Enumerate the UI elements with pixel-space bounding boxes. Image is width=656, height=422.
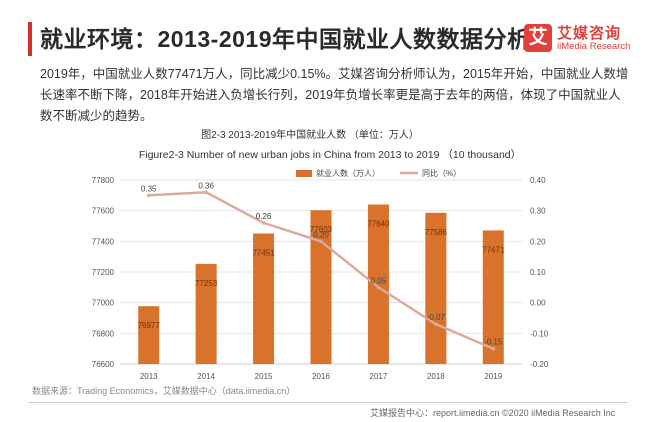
bar-value-label: 77471 — [482, 245, 505, 254]
bar-value-label: 76977 — [138, 321, 161, 330]
y-left-tick-label: 77800 — [92, 176, 115, 185]
brand-name-cn: 艾媒咨询 — [557, 25, 622, 42]
y-left-tick-label: 76800 — [92, 329, 115, 338]
bar-value-label: 77640 — [367, 220, 390, 229]
x-tick-label: 2017 — [370, 372, 388, 381]
bar — [310, 210, 332, 364]
footer-credit: 艾媒报告中心：report.iimedia.cn ©2020 iiMedia R… — [370, 408, 616, 418]
bar-value-label: 77253 — [195, 279, 218, 288]
analysis-paragraph: 2019年，中国就业人数77471万人，同比减少0.15%。艾媒咨询分析师认为，… — [40, 67, 629, 123]
y-right-tick-label: 0.00 — [530, 299, 546, 308]
legend-label-line: 同比（%） — [422, 168, 461, 178]
legend: 就业人数（万人） 同比（%） — [296, 168, 461, 178]
bar-value-label: 77586 — [425, 228, 448, 237]
bar-layer: 76977 77253 77451 77603 77640 77586 77471 — [138, 204, 505, 364]
x-tick-label: 2018 — [427, 372, 445, 381]
bar-value-label: 77603 — [310, 225, 333, 234]
yoy-point — [434, 322, 438, 326]
x-tick-label: 2019 — [484, 372, 502, 381]
yoy-point — [261, 221, 266, 225]
page-title: 就业环境：2013-2019年中国就业人数数据分析 — [40, 26, 531, 52]
y-right-tick-label: 0.30 — [530, 207, 546, 216]
y-right-tick-label: 0.40 — [530, 176, 546, 185]
x-tick-label: 2014 — [197, 372, 215, 381]
x-tick-label: 2015 — [255, 372, 273, 381]
chart-title: 图2-3 2013-2019年中国就业人数 （单位：万人） — [201, 128, 419, 141]
x-tick-label: 2016 — [312, 372, 330, 381]
bar — [138, 306, 160, 364]
yoy-value-label: 0.05 — [371, 276, 387, 285]
brand-logo-icon: 艾 — [524, 24, 552, 52]
yoy-value-label: 0.20 — [313, 230, 329, 239]
bar — [195, 263, 217, 364]
chart-subtitle: Figure2-3 Number of new urban jobs in Ch… — [139, 149, 521, 161]
bar — [253, 233, 275, 364]
yoy-value-label: -0.15 — [484, 338, 503, 347]
yoy-point — [146, 193, 151, 198]
legend-swatch-bar — [296, 170, 312, 177]
y-right-tick-label: 0.10 — [530, 268, 546, 277]
title-accent-bar — [28, 22, 32, 56]
bar — [367, 204, 389, 364]
footer-divider — [28, 402, 628, 403]
yoy-point — [319, 239, 323, 244]
yoy-value-label: -0.07 — [427, 313, 446, 322]
bar-value-label: 77451 — [252, 249, 275, 258]
data-source-note: 数据来源：Trading Economics，艾媒数据中心（data.iimed… — [32, 386, 296, 396]
y-right-tick-label: 0.20 — [530, 237, 546, 246]
bar — [482, 230, 504, 364]
yoy-point — [376, 285, 381, 290]
y-right-tick-label: -0.20 — [530, 360, 549, 369]
y-right-tick-label: -0.10 — [530, 329, 549, 338]
y-left-tick-label: 77200 — [92, 268, 115, 277]
y-left-tick-label: 77400 — [92, 237, 115, 246]
yoy-point — [491, 346, 496, 351]
yoy-value-label: 0.26 — [256, 212, 272, 221]
brand-name-en: iiMedia Research — [557, 41, 631, 52]
y-left-tick-label: 77000 — [92, 299, 115, 308]
yoy-value-label: 0.36 — [198, 181, 214, 190]
y-left-tick-label: 76600 — [92, 360, 115, 369]
x-tick-label: 2013 — [140, 372, 158, 381]
yoy-point — [204, 190, 208, 195]
legend-label-bar: 就业人数（万人） — [316, 168, 380, 178]
line-layer: 0.35 0.36 0.26 0.20 0.05 -0.07 -0.15 — [141, 181, 503, 351]
y-left-tick-label: 77600 — [92, 207, 115, 216]
yoy-value-label: 0.35 — [141, 184, 157, 193]
axis-layer: 76600 76800 77000 77200 77400 77600 77800 -0.20… — [92, 176, 549, 381]
